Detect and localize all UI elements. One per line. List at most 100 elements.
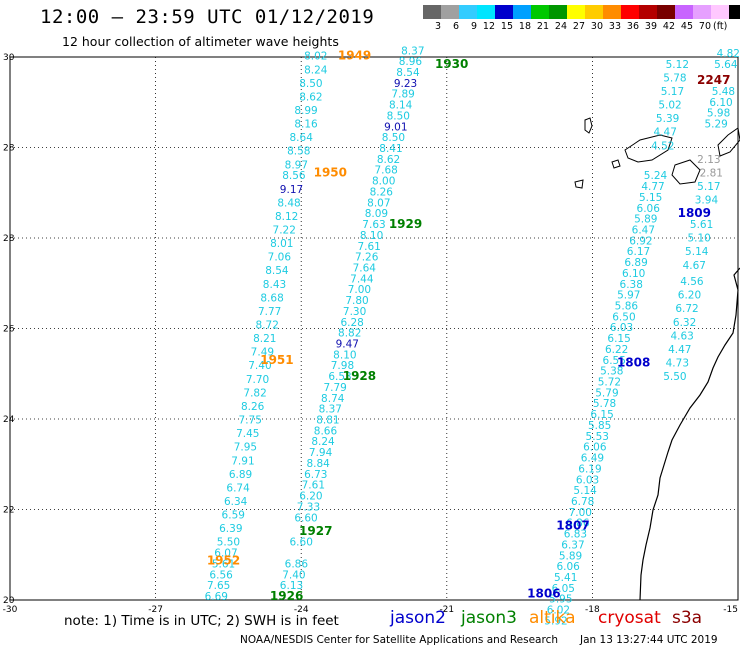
swh-value: 6.38: [620, 279, 643, 291]
swh-value: 8.12: [275, 211, 298, 223]
colorbar-swatch: [441, 5, 459, 19]
y-tick-label: 22: [3, 506, 14, 516]
x-tick-label: -21: [439, 605, 454, 615]
colorbar-swatch: [621, 5, 639, 19]
swh-value: 7.89: [391, 89, 414, 101]
colorbar-label: 30: [590, 21, 603, 32]
track-time-label: 1809: [678, 206, 711, 220]
swh-value: 6.89: [624, 257, 647, 269]
swh-value: 4.56: [680, 276, 704, 288]
swh-value: 8.81: [316, 415, 339, 427]
grid: [9, 56, 739, 601]
y-tick-label: 30: [3, 53, 15, 63]
swh-value: 7.65: [207, 580, 230, 592]
swh-value: 8.50: [382, 132, 405, 144]
swh-value: 5.41: [554, 572, 577, 584]
swh-value: 6.47: [632, 224, 655, 236]
colorbar-swatch: [423, 5, 441, 19]
colorbar-swatch: [711, 5, 729, 19]
swh-value: 4.73: [666, 358, 689, 370]
track-time-label: 1951: [260, 353, 293, 367]
swh-value: 5.17: [697, 181, 720, 193]
swh-value: 8.54: [396, 67, 420, 79]
swh-value: 6.86: [566, 518, 590, 530]
swh-value: 8.24: [311, 436, 335, 448]
swh-value: 5.92: [544, 615, 567, 627]
swh-value: 5.85: [588, 420, 611, 432]
swh-value: 8.26: [241, 401, 265, 413]
swh-value: 7.44: [350, 273, 374, 285]
swh-value: 6.22: [605, 344, 628, 356]
colorbar-label: 9: [470, 21, 477, 32]
map-subtitle: 12 hour collection of altimeter wave hei…: [62, 34, 339, 49]
swh-value: 8.00: [372, 176, 395, 188]
colorbar-label: 70: [698, 21, 711, 32]
swh-value: 4.47: [654, 127, 677, 139]
colorbar-label: 21: [536, 21, 549, 32]
map-title: 12:00 – 23:59 UTC 01/12/2019: [40, 6, 375, 28]
swh-value: 7.94: [309, 447, 333, 459]
swh-value: 7.79: [323, 382, 346, 394]
swh-value: 8.68: [260, 292, 283, 304]
swh-value: 3.94: [695, 195, 719, 207]
swh-value: 7.30: [343, 306, 366, 318]
swh-value: 7.61: [302, 480, 325, 492]
swh-value: 8.50: [299, 78, 322, 90]
x-tick-label: -24: [294, 605, 309, 615]
colorbar-swatch: [549, 5, 567, 19]
swh-value: 8.41: [379, 143, 402, 155]
swh-value: 6.73: [304, 469, 327, 481]
swh-value: 8.01: [270, 238, 293, 250]
swh-value: 9.17: [280, 184, 303, 196]
swh-value: 6.06: [556, 561, 580, 573]
track-time-label: 1950: [314, 165, 347, 179]
legend-cryosat: cryosat: [598, 608, 661, 628]
swh-value: 7.82: [243, 387, 266, 399]
swh-value: 7.91: [231, 455, 254, 467]
island-fuerteventura: [717, 127, 740, 157]
swh-value: 8.74: [321, 393, 345, 405]
colorbar-label: 36: [626, 21, 639, 32]
timestamp: Jan 13 13:27:44 UTC 2019: [580, 634, 718, 646]
swh-value: 9.01: [384, 121, 407, 133]
swh-value: 8.97: [285, 159, 308, 171]
island-la-palma: [584, 117, 593, 134]
swh-value: 6.15: [590, 409, 613, 421]
swh-value: 6.19: [578, 463, 601, 475]
swh-value: 5.48: [712, 86, 735, 98]
track-time-labels: 1949 1950 1951 1952 1930 1929 1928 1927 1926 1809…: [207, 49, 731, 603]
island-gran-canaria: [671, 159, 701, 185]
swh-value: 7.68: [374, 165, 397, 177]
swh-value: 4.77: [641, 181, 664, 193]
swh-value: 8.48: [277, 197, 300, 209]
swh-value: 7.00: [348, 284, 371, 296]
swh-value: 7.61: [357, 241, 380, 253]
swh-value: 5.95: [549, 594, 572, 606]
x-tick-label: -30: [3, 605, 18, 615]
track-time-label: 2247: [697, 73, 730, 87]
swh-value: 6.50: [612, 311, 635, 323]
swh-value: 8.09: [365, 208, 388, 220]
swh-value: 6.10: [709, 97, 732, 109]
swh-value: 5.98: [707, 108, 730, 120]
swh-value: 6.05: [552, 583, 575, 595]
swh-value: 8.21: [253, 333, 276, 345]
swh-value: 6.55: [603, 355, 626, 367]
swh-value: 6.53: [328, 371, 351, 383]
swh-value: 8.07: [367, 197, 390, 209]
island-tenerife: [624, 134, 673, 163]
colorbar-label: 24: [554, 21, 567, 32]
swh-value: 6.20: [678, 290, 701, 302]
swh-value: 6.56: [209, 569, 233, 581]
swh-value: 6.34: [224, 496, 248, 508]
swh-value: 5.15: [639, 192, 662, 204]
colorbar-label: 12: [482, 21, 495, 32]
swh-value: 5.72: [598, 377, 621, 389]
legend-s3a: s3a: [672, 608, 703, 628]
africa-coastline: [639, 267, 740, 601]
swh-value: 7.00: [569, 507, 592, 519]
swh-value: 6.13: [280, 580, 303, 592]
swh-value: 7.63: [362, 219, 385, 231]
swh-value: 8.37: [401, 45, 424, 57]
